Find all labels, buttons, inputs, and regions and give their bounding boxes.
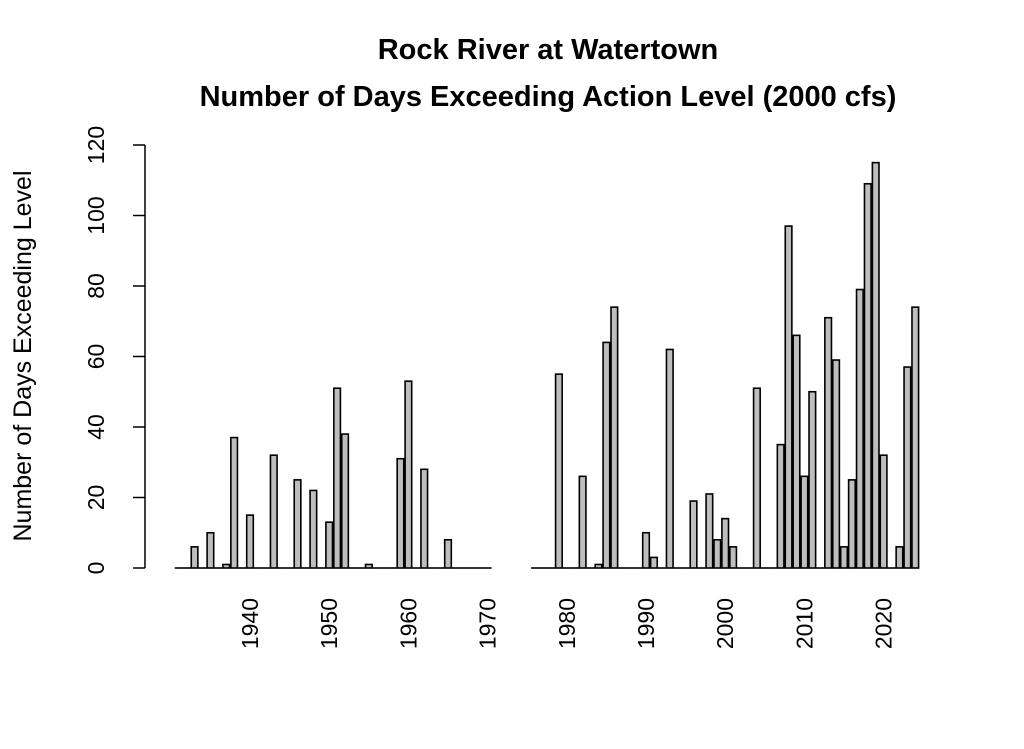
y-tick-label: 60 xyxy=(83,344,109,370)
y-axis-label: Number of Days Exceeding Level xyxy=(9,170,37,541)
bar-1937 xyxy=(222,563,231,569)
bar-1951 xyxy=(333,387,342,569)
x-tick-label: 2010 xyxy=(791,598,817,649)
bar-1998 xyxy=(705,493,714,569)
bar-2019 xyxy=(871,161,880,569)
chart-title: Rock River at Watertown xyxy=(378,34,719,66)
bar-1952 xyxy=(340,433,350,569)
bar-1985 xyxy=(602,341,611,569)
bar-1965 xyxy=(443,538,453,569)
bar-1979 xyxy=(554,373,563,569)
x-tick-label: 1950 xyxy=(316,598,342,649)
bar-1982 xyxy=(578,475,587,569)
bar-2024 xyxy=(911,306,920,569)
bar-1999 xyxy=(713,538,722,569)
x-tick-label: 1940 xyxy=(237,598,263,649)
bar-1993 xyxy=(665,348,674,569)
bars xyxy=(174,161,920,569)
x-axis: 1940 1950 1960 1970 1980 1990 2000 2010 2020 xyxy=(237,598,897,649)
y-tick-label: 120 xyxy=(83,126,109,164)
bar-1935 xyxy=(206,531,215,569)
bar-1986 xyxy=(610,306,619,569)
bar-2000 xyxy=(721,517,730,569)
bar-1938 xyxy=(230,436,239,569)
chart-subtitle: Number of Days Exceeding Action Level (2… xyxy=(200,81,897,113)
x-tick-label: 2020 xyxy=(871,598,897,649)
bar-2009 xyxy=(792,334,801,569)
bar-2007 xyxy=(776,443,785,569)
bar-1933 xyxy=(190,546,199,569)
bar-1955 xyxy=(364,563,373,569)
bar-1946 xyxy=(293,479,302,569)
bar-2015 xyxy=(839,546,849,569)
bar-1959 xyxy=(396,457,405,569)
y-tick-label: 80 xyxy=(83,273,109,299)
bar-2020 xyxy=(879,454,888,569)
y-tick-label: 100 xyxy=(83,196,109,234)
bar-1960 xyxy=(404,380,413,569)
bar-2018 xyxy=(863,182,872,569)
bar-1996 xyxy=(689,500,698,569)
bar-1991 xyxy=(649,556,659,569)
x-tick-label: 1980 xyxy=(554,598,580,649)
x-tick-label: 1970 xyxy=(475,598,501,649)
bar-2014 xyxy=(831,359,841,569)
bar-2004 xyxy=(752,387,761,569)
y-tick-label: 40 xyxy=(83,414,109,440)
bar-2008 xyxy=(784,225,793,569)
x-tick-label: 1960 xyxy=(395,598,421,649)
bar-2011 xyxy=(808,390,817,569)
bar-2010 xyxy=(800,475,809,569)
bar-2001 xyxy=(729,546,738,569)
bar-1962 xyxy=(420,468,429,569)
bar-2022 xyxy=(895,546,904,569)
bar-2013 xyxy=(824,316,833,569)
bar-1943 xyxy=(269,454,278,569)
bar-1948 xyxy=(309,489,318,569)
x-tick-label: 2000 xyxy=(712,598,738,649)
y-tick-label: 0 xyxy=(83,562,109,575)
bar-1950 xyxy=(325,521,334,569)
y-axis: 0 20 40 60 80 100 120 xyxy=(83,126,146,575)
bar-1990 xyxy=(641,531,651,569)
bar-2017 xyxy=(855,288,864,569)
x-tick-label: 1990 xyxy=(633,598,659,649)
bar-2023 xyxy=(903,366,912,569)
bar-1984 xyxy=(594,563,603,569)
bar-2016 xyxy=(847,479,857,569)
bar-1940 xyxy=(245,514,255,569)
y-tick-label: 20 xyxy=(83,485,109,511)
